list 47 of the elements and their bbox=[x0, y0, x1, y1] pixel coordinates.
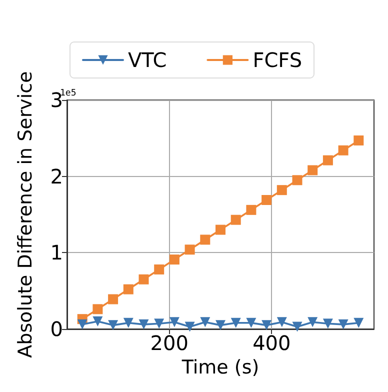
point bbox=[108, 294, 118, 304]
point bbox=[138, 319, 149, 330]
point bbox=[246, 318, 256, 328]
point bbox=[77, 319, 88, 330]
point bbox=[169, 317, 180, 328]
x-tick-label: 400 bbox=[252, 331, 291, 355]
point bbox=[276, 185, 287, 196]
point bbox=[292, 322, 302, 332]
point bbox=[276, 317, 287, 328]
point bbox=[200, 234, 210, 245]
y-tick-label: 2 bbox=[50, 164, 63, 188]
point bbox=[200, 317, 210, 328]
point bbox=[230, 214, 241, 225]
point bbox=[262, 194, 272, 205]
point bbox=[354, 318, 364, 328]
point bbox=[108, 320, 118, 330]
point bbox=[292, 175, 302, 186]
point bbox=[123, 318, 134, 328]
point bbox=[322, 318, 333, 329]
point bbox=[338, 319, 348, 330]
point bbox=[354, 135, 364, 146]
point bbox=[184, 244, 195, 255]
point bbox=[169, 254, 180, 265]
legend-label: VTC bbox=[128, 48, 167, 72]
y-axis-title: Absolute Difference in Service bbox=[14, 71, 36, 358]
x-axis-title: Time (s) bbox=[180, 356, 260, 378]
point bbox=[308, 317, 318, 328]
point bbox=[138, 274, 149, 284]
point bbox=[216, 320, 226, 330]
point bbox=[92, 304, 103, 314]
point bbox=[262, 320, 272, 330]
point bbox=[92, 316, 103, 326]
point bbox=[322, 155, 333, 166]
point bbox=[230, 318, 241, 328]
text: 1e5 bbox=[60, 88, 76, 98]
point bbox=[338, 145, 348, 156]
point bbox=[246, 204, 256, 215]
y-tick-label: 0 bbox=[50, 317, 63, 341]
point bbox=[123, 284, 134, 294]
legend-label: FCFS bbox=[252, 48, 302, 72]
point bbox=[216, 224, 226, 235]
point bbox=[154, 264, 164, 274]
x-tick-label: 200 bbox=[150, 331, 188, 355]
point bbox=[308, 165, 318, 176]
point bbox=[154, 318, 164, 329]
y-tick-label: 1 bbox=[50, 240, 63, 265]
point bbox=[184, 322, 195, 332]
